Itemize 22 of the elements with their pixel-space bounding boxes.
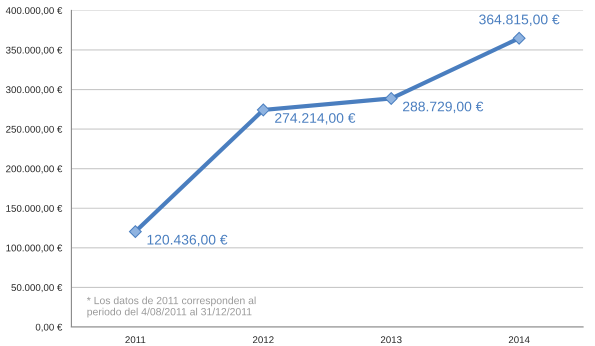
y-tick-label: 150.000,00 € bbox=[6, 204, 62, 214]
y-tick-label: 250.000,00 € bbox=[6, 126, 62, 134]
y-tick-label: 300.000,00 € bbox=[6, 86, 62, 94]
y-tick-label: 200.000,00 € bbox=[6, 165, 62, 174]
data-label: 274.214,00 € bbox=[275, 113, 356, 125]
point bbox=[256, 104, 270, 116]
annotation: * Los datos de 2011 corresponden al periodo del 4/08/2011 al 31/12/2011 bbox=[86, 296, 256, 318]
x-tick-label: 2012 bbox=[252, 336, 274, 344]
point bbox=[512, 32, 526, 45]
point bbox=[128, 225, 142, 238]
y-tick-label: 100.000,00 € bbox=[6, 244, 62, 253]
point bbox=[384, 92, 398, 105]
data-label: 288.729,00 € bbox=[403, 102, 484, 114]
data-label: 364.815,00 € bbox=[479, 14, 560, 26]
y-tick-label: 350.000,00 € bbox=[6, 46, 62, 55]
y-tick-label: 400.000,00 € bbox=[6, 7, 62, 16]
y-tick-label: 50.000,00 € bbox=[11, 284, 62, 292]
x-tick-label: 2014 bbox=[508, 336, 530, 344]
y-tick-label: 0,00 € bbox=[36, 324, 62, 332]
data-label: 120.436,00 € bbox=[148, 234, 228, 246]
x-tick-label: 2013 bbox=[380, 336, 402, 344]
x-tick-label: 2011 bbox=[125, 336, 146, 344]
